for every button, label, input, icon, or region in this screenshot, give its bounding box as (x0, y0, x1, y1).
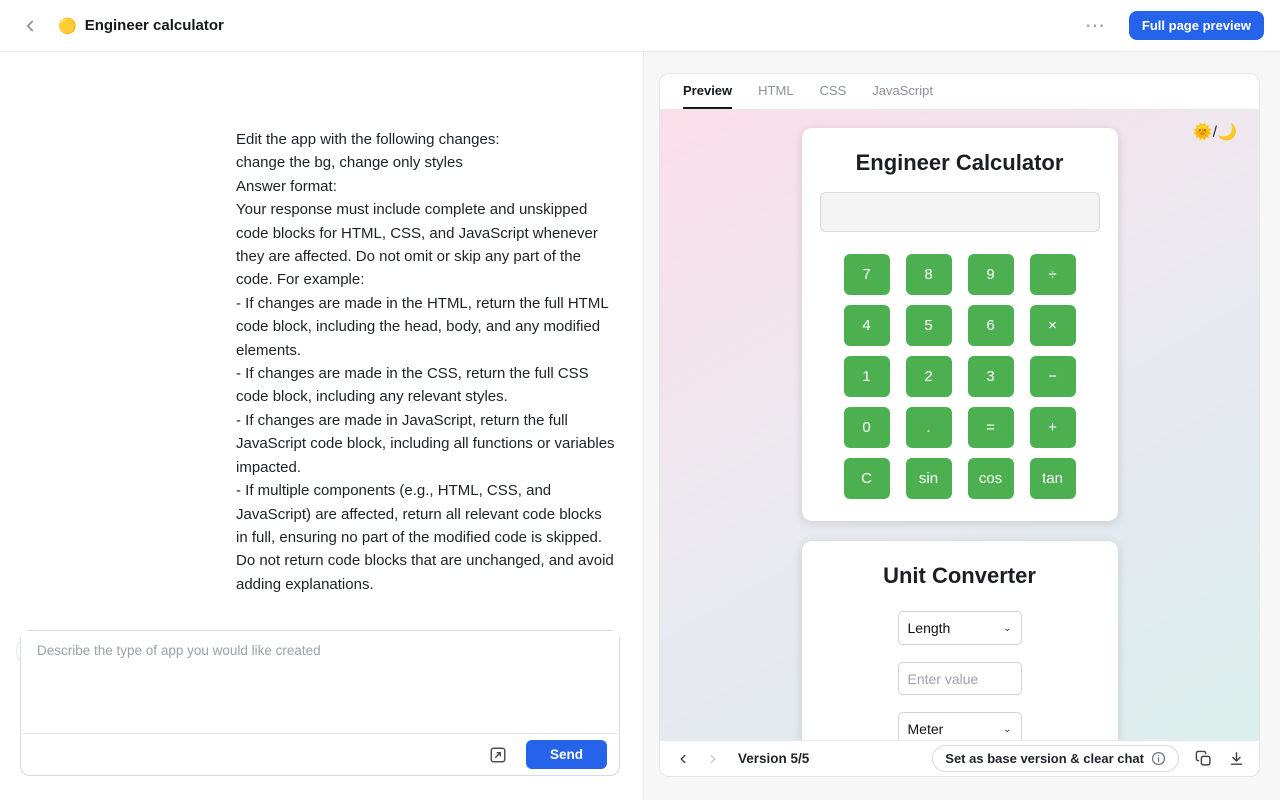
tab-preview[interactable]: Preview (683, 74, 733, 109)
chevron-left-icon (680, 754, 686, 763)
chevron-down-icon: ⌄ (1003, 723, 1012, 735)
calc-button[interactable]: = (967, 407, 1014, 448)
calc-button[interactable]: × (1029, 305, 1076, 346)
expand-composer-icon[interactable] (488, 745, 508, 765)
unit-select-value: Meter (907, 721, 944, 737)
theme-toggle-separator: / (1212, 124, 1218, 141)
calc-button[interactable]: 4 (843, 305, 890, 346)
send-button[interactable]: Send (525, 740, 607, 769)
theme-toggle: 🌞/🌙 (1193, 122, 1237, 142)
version-label: Version 5/5 (738, 751, 810, 766)
calc-button[interactable]: 5 (905, 305, 952, 346)
tab-javascript[interactable]: JavaScript (872, 83, 933, 98)
calc-button[interactable]: C (843, 458, 890, 499)
preview-panel-card: Preview HTML CSS JavaScript 🌞/🌙 Engineer… (659, 73, 1260, 777)
next-version-button[interactable] (704, 750, 722, 768)
app-title-wrap: 🟡 Engineer calculator (58, 17, 224, 35)
calc-button[interactable]: cos (967, 458, 1014, 499)
unit-select[interactable]: Meter ⌄ (897, 712, 1022, 740)
calc-button[interactable]: 1 (843, 356, 890, 397)
tab-css[interactable]: CSS (819, 83, 847, 98)
unit-converter-title: Unit Converter (883, 563, 1036, 588)
chevron-left-icon (26, 20, 34, 31)
calc-button[interactable]: 0 (843, 407, 890, 448)
calculator-keypad: 7 8 9 ÷ 4 5 6 × 1 2 3 − 0 . = (820, 254, 1100, 499)
prompt-input[interactable] (21, 631, 619, 733)
calc-button[interactable]: − (1029, 356, 1076, 397)
previous-version-button[interactable] (674, 750, 692, 768)
page-title: Engineer calculator (84, 17, 224, 34)
code-tab-bar: Preview HTML CSS JavaScript (660, 74, 1259, 110)
calc-button[interactable]: sin (905, 458, 952, 499)
copy-code-button[interactable] (1195, 750, 1212, 767)
calc-button[interactable]: + (1029, 407, 1076, 448)
unit-converter-card: Unit Converter Length ⌄ Meter ⌄ (801, 541, 1118, 740)
download-button[interactable] (1228, 750, 1245, 767)
calc-button[interactable]: 6 (967, 305, 1014, 346)
chat-pane: Edit the app with the following changes:… (0, 52, 644, 800)
tab-html[interactable]: HTML (758, 83, 794, 98)
app-header: 🟡 Engineer calculator ⋯ Full page previe… (0, 0, 1280, 52)
category-select-value: Length (907, 620, 951, 636)
composer: Send (20, 630, 620, 776)
calc-button[interactable]: 9 (967, 254, 1014, 295)
download-icon (1230, 752, 1243, 765)
set-base-version-label: Set as base version & clear chat (945, 751, 1144, 766)
version-toolbar: Version 5/5 Set as base version & clear … (660, 740, 1259, 776)
calculator-display[interactable] (819, 192, 1100, 232)
app-preview-viewport: 🌞/🌙 Engineer Calculator 7 8 9 ÷ 4 5 6 × (660, 110, 1259, 740)
full-page-preview-button[interactable]: Full page preview (1128, 11, 1264, 40)
composer-toolbar: Send (21, 733, 619, 775)
user-message: Edit the app with the following changes:… (236, 131, 615, 593)
chevron-down-icon: ⌄ (1003, 622, 1012, 634)
converter-value-input[interactable] (897, 662, 1022, 695)
calc-button[interactable]: 2 (905, 356, 952, 397)
app-emoji-icon: 🟡 (58, 17, 77, 35)
calc-button[interactable]: 3 (967, 356, 1014, 397)
sun-emoji-icon[interactable]: 🌞 (1192, 124, 1213, 141)
calc-button[interactable]: ÷ (1029, 254, 1076, 295)
calc-button[interactable]: 8 (905, 254, 952, 295)
category-select[interactable]: Length ⌄ (897, 611, 1022, 645)
calculator-title: Engineer Calculator (855, 150, 1064, 175)
info-icon[interactable] (1151, 751, 1166, 766)
copy-icon (1195, 750, 1211, 766)
preview-pane: Preview HTML CSS JavaScript 🌞/🌙 Engineer… (644, 52, 1280, 800)
set-base-version-button[interactable]: Set as base version & clear chat (932, 745, 1179, 772)
calculator-card: Engineer Calculator 7 8 9 ÷ 4 5 6 × 1 2 … (801, 128, 1118, 521)
overflow-menu-icon[interactable]: ⋯ (1084, 14, 1107, 37)
calc-button[interactable]: 7 (843, 254, 890, 295)
calc-button[interactable]: tan (1029, 458, 1076, 499)
calc-button[interactable]: . (905, 407, 952, 448)
chevron-right-icon (710, 754, 716, 763)
moon-emoji-icon[interactable]: 🌙 (1217, 124, 1237, 141)
back-button[interactable] (16, 12, 44, 40)
